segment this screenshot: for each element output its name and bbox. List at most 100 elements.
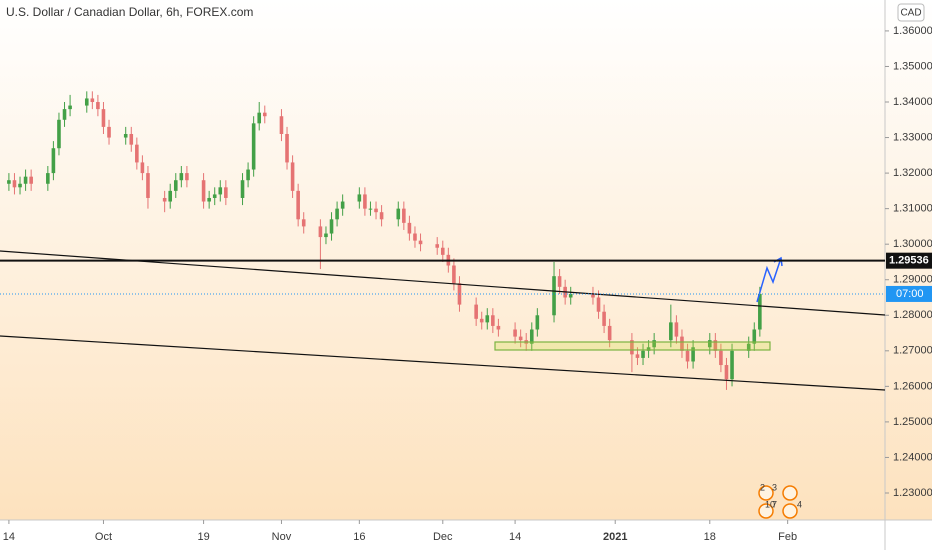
candle-body <box>713 340 718 351</box>
x-tick-label: 14 <box>509 531 521 543</box>
candle-body <box>251 123 256 170</box>
candle-body <box>146 173 150 198</box>
candle-body <box>207 197 211 202</box>
candle-body <box>96 102 100 110</box>
candle-body <box>685 350 690 362</box>
candle-body <box>435 244 440 248</box>
level-label: 1.29536 <box>889 255 929 267</box>
event-marker <box>758 485 774 501</box>
candle-body <box>285 133 289 163</box>
y-tick-label: 1.33000 <box>893 131 932 143</box>
candle-body <box>262 112 267 117</box>
candle-body <box>329 219 334 234</box>
event-count: 3 <box>772 482 777 492</box>
candle-body <box>185 173 189 181</box>
candle-body <box>518 336 523 341</box>
currency-box[interactable] <box>897 3 925 22</box>
event-marker <box>782 485 798 501</box>
candle-body <box>641 350 645 358</box>
candle-body <box>62 109 67 120</box>
y-tick-label: 1.35000 <box>893 60 932 72</box>
countdown: 07:00 <box>896 288 924 300</box>
candle-body <box>357 194 362 202</box>
candle-body <box>513 329 517 337</box>
candle-body <box>557 276 562 287</box>
candle-body <box>724 365 729 380</box>
candle-body <box>246 169 250 181</box>
candle-body <box>496 325 501 330</box>
candle-body <box>363 194 367 209</box>
x-tick-label: 14 <box>3 531 15 543</box>
y-tick-label: 1.24000 <box>893 451 932 463</box>
event-count: 2 <box>760 482 765 492</box>
candle-body <box>691 347 695 362</box>
candle-body <box>669 322 673 341</box>
candles <box>7 91 762 390</box>
candle-body <box>179 173 184 181</box>
x-tick-label: 19 <box>197 531 209 543</box>
candle-body <box>635 354 640 358</box>
event-marker <box>782 503 798 519</box>
candle-body <box>719 350 723 366</box>
candle-body <box>440 247 445 255</box>
candle-body <box>173 180 178 191</box>
candle-body <box>290 162 295 191</box>
candle-body <box>730 350 734 380</box>
candle-body <box>452 265 456 284</box>
y-tick-label: 1.27000 <box>893 345 932 357</box>
candle-body <box>529 329 534 344</box>
candle-body <box>568 293 573 298</box>
candle-body <box>51 148 56 174</box>
candle-body <box>474 304 478 319</box>
candle-body <box>301 219 306 227</box>
candle-body <box>140 162 145 174</box>
x-tick-label: Oct <box>95 531 112 543</box>
candle-body <box>240 180 245 198</box>
candle-body <box>591 293 595 298</box>
candle-body <box>46 173 50 184</box>
candle-body <box>485 315 490 323</box>
event-count: 10 <box>765 499 775 509</box>
candle-body <box>402 208 406 223</box>
candle-body <box>746 343 751 351</box>
candle-body <box>413 233 417 241</box>
candle-body <box>212 194 217 198</box>
candle-body <box>758 293 762 330</box>
candle-body <box>12 180 17 188</box>
candle-body <box>7 180 11 184</box>
candle-body <box>340 201 345 209</box>
candle-body <box>602 311 606 326</box>
candle-body <box>68 105 72 110</box>
candle-body <box>57 119 61 149</box>
chart-title: U.S. Dollar / Canadian Dollar, 6h, FOREX… <box>6 5 253 19</box>
candle-body <box>129 133 134 145</box>
candle-body <box>257 112 262 124</box>
y-tick-label: 1.32000 <box>893 167 932 179</box>
x-tick-label: Nov <box>272 531 292 543</box>
candle-body <box>479 318 484 323</box>
candle-body <box>101 109 106 127</box>
candle-body <box>596 297 601 312</box>
y-tick-label: 1.23000 <box>893 487 932 499</box>
candle-body <box>224 187 228 198</box>
candle-body <box>752 329 757 344</box>
candle-body <box>18 183 22 188</box>
candle-body <box>707 340 712 348</box>
currency: CAD <box>900 8 921 19</box>
event-count: 4 <box>797 499 802 509</box>
x-tick-label: Dec <box>433 531 453 543</box>
projection-arrow <box>756 257 782 303</box>
candle-body <box>201 180 206 202</box>
countdown-box <box>886 285 932 302</box>
candle-body <box>218 187 223 195</box>
candle-body <box>535 315 540 330</box>
y-tick-label: 1.36000 <box>893 25 932 37</box>
candle-body <box>379 212 384 220</box>
candle-body <box>418 240 423 245</box>
y-tick-label: 1.29000 <box>893 274 932 286</box>
candle-body <box>84 98 89 106</box>
candle-body <box>168 190 173 202</box>
candle-body <box>491 315 495 326</box>
